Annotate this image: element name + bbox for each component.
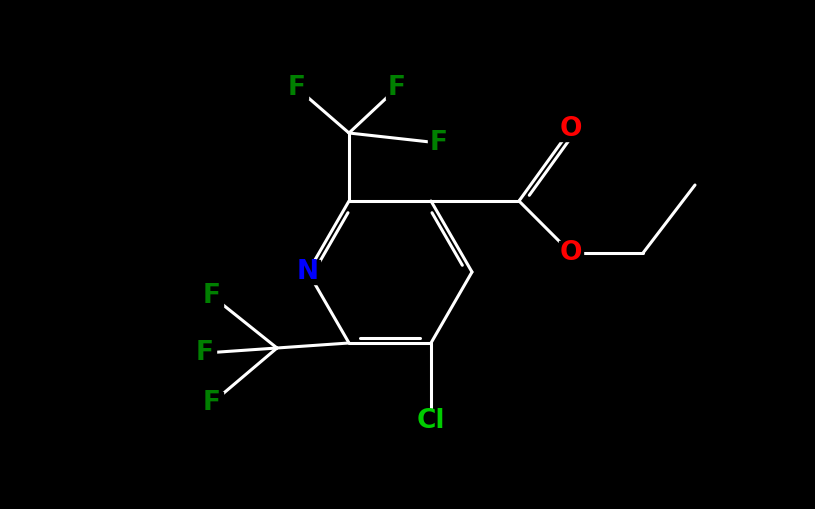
Text: F: F [388, 75, 406, 101]
Text: F: F [288, 75, 306, 101]
Text: Cl: Cl [416, 408, 445, 434]
Bar [286, 77, 308, 99]
Text: F: F [430, 130, 448, 156]
Bar [559, 117, 583, 141]
Bar [296, 260, 320, 284]
Bar [416, 409, 446, 433]
Bar [194, 342, 216, 364]
Text: F: F [203, 390, 221, 416]
Text: F: F [196, 340, 214, 366]
Bar [386, 77, 408, 99]
Bar [201, 285, 223, 307]
Bar [201, 392, 223, 414]
Text: O: O [560, 240, 582, 266]
Text: O: O [560, 116, 582, 142]
Text: F: F [203, 283, 221, 309]
Bar [428, 132, 450, 154]
Bar [559, 241, 583, 265]
Text: N: N [297, 259, 319, 285]
